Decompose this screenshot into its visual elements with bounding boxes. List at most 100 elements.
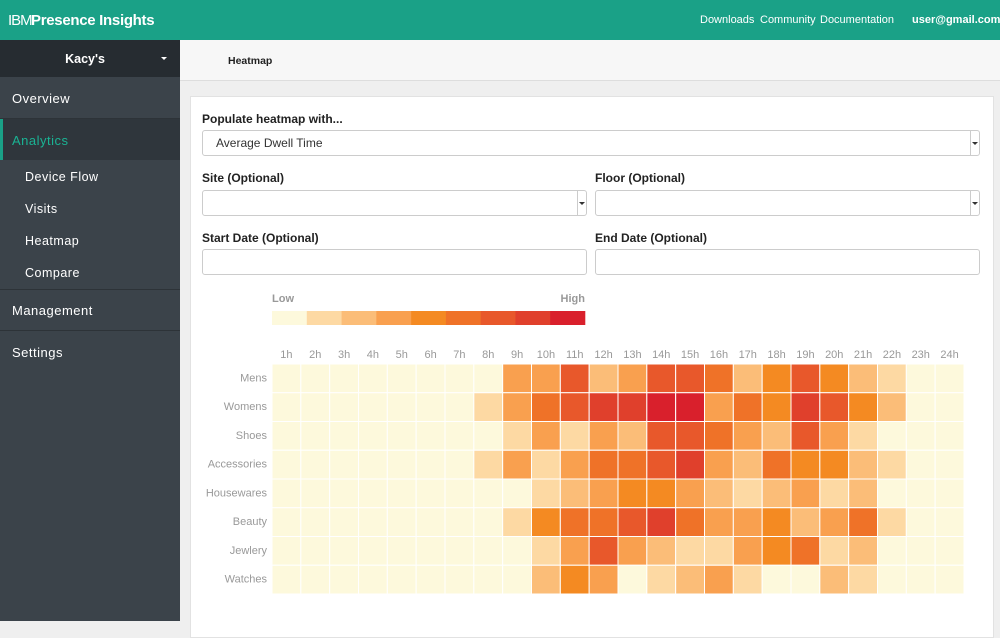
heatmap-cell: [271, 478, 302, 509]
x-tick-label: 1h: [280, 349, 292, 361]
separator: [0, 330, 180, 331]
y-tick-label: Accessories: [208, 459, 268, 471]
heatmap-cell: [790, 392, 821, 422]
x-tick-label: 13h: [623, 349, 641, 361]
heatmap-cell: [329, 363, 359, 394]
heatmap-cell: [790, 478, 821, 509]
heatmap-cell: [819, 449, 850, 480]
heatmap-cell: [704, 478, 734, 509]
x-tick-label: 8h: [482, 349, 494, 361]
nav-item[interactable]: Visits: [25, 202, 58, 216]
heatmap-cell: [617, 507, 648, 537]
x-tick-label: 18h: [767, 349, 785, 361]
heatmap-cell: [675, 392, 706, 422]
heatmap-cell: [646, 478, 677, 509]
heatmap-cell: [588, 478, 619, 509]
heatmap-cell: [502, 564, 532, 595]
heatmap-cell: [559, 363, 590, 394]
heatmap-cell: [848, 564, 879, 595]
input[interactable]: [202, 249, 587, 275]
y-tick-label: Housewares: [206, 487, 268, 499]
heatmap-cell: [848, 363, 879, 394]
nav-link[interactable]: Documentation: [820, 14, 894, 26]
nav-section[interactable]: Overview: [12, 91, 71, 106]
heatmap-cell: [617, 363, 648, 394]
y-tick-label: Beauty: [233, 516, 268, 528]
x-tick-label: 17h: [739, 349, 757, 361]
nav-section[interactable]: Settings: [12, 345, 63, 360]
separator: [0, 289, 180, 290]
heatmap-cell: [646, 507, 677, 537]
heatmap-cell: [588, 449, 619, 480]
heatmap-cell: [473, 478, 504, 509]
heatmap-cell: [473, 392, 504, 422]
x-tick-label: 12h: [594, 349, 612, 361]
input[interactable]: [595, 249, 980, 275]
heatmap-cell: [559, 536, 590, 566]
heatmap-cell: [300, 392, 331, 422]
y-tick-label: Jewlery: [230, 545, 268, 557]
heatmap-cell: [473, 507, 504, 537]
x-tick-label: 20h: [825, 349, 843, 361]
nav-item[interactable]: Compare: [25, 266, 80, 280]
nav-link[interactable]: Downloads: [700, 14, 755, 26]
heatmap-cell: [415, 392, 446, 422]
select[interactable]: [595, 190, 980, 216]
heatmap-cell: [905, 421, 936, 451]
x-tick-label: 9h: [511, 349, 523, 361]
heatmap-cell: [588, 507, 619, 537]
heatmap-cell: [848, 449, 879, 480]
heatmap-cell: [358, 507, 388, 537]
heatmap-cell: [934, 478, 965, 509]
heatmap-cell: [415, 536, 446, 566]
heatmap-cell: [761, 363, 792, 394]
y-tick-label: Watches: [225, 574, 268, 586]
heatmap-cell: [877, 507, 907, 537]
heatmap-cell: [358, 564, 388, 595]
heatmap-cell: [531, 507, 561, 537]
top-bar: IBM Presence Insights Downloads Communit…: [0, 0, 1000, 40]
select-arrow: [970, 131, 979, 155]
heatmap-cell: [329, 449, 359, 480]
heatmap-cell: [848, 421, 879, 451]
select[interactable]: Average Dwell Time: [202, 130, 980, 156]
heatmap-cell: [415, 363, 446, 394]
heatmap-cell: [386, 449, 417, 480]
heatmap-cell: [877, 449, 907, 480]
heatmap-cell: [502, 536, 532, 566]
heatmap-cell: [675, 536, 706, 566]
x-tick-label: 3h: [338, 349, 350, 361]
legend-swatch: [306, 311, 342, 325]
select[interactable]: [202, 190, 587, 216]
nav-item[interactable]: Heatmap: [25, 234, 80, 248]
heatmap-cell: [646, 449, 677, 480]
heatmap-cell: [761, 536, 792, 566]
brand[interactable]: Presence Insights: [31, 12, 155, 29]
user-menu[interactable]: user@gmail.com: [912, 14, 1000, 26]
active-indicator: [0, 119, 3, 160]
heatmap-cell: [271, 507, 302, 537]
heatmap-cell: [704, 363, 734, 394]
x-tick-label: 11h: [566, 349, 584, 361]
heatmap-cell: [877, 392, 907, 422]
heatmap-cell: [732, 564, 763, 595]
heatmap-cell: [761, 564, 792, 595]
heatmap-cell: [271, 449, 302, 480]
heatmap-cell: [877, 536, 907, 566]
heatmap-cell: [444, 564, 475, 595]
legend-swatch: [480, 311, 516, 325]
heatmap-cell: [502, 449, 532, 480]
nav-link[interactable]: Community: [760, 14, 816, 26]
nav-item[interactable]: Device Flow: [25, 170, 99, 184]
heatmap-cell: [732, 449, 763, 480]
active-section: [0, 119, 180, 160]
legend-swatch: [550, 311, 586, 325]
heatmap-cell: [675, 449, 706, 480]
site-select[interactable]: Kacy's: [0, 40, 180, 77]
nav-section[interactable]: Management: [12, 303, 93, 318]
dropdown-arrow: [161, 57, 167, 63]
nav-section[interactable]: Analytics: [12, 133, 69, 148]
site-name: Kacy's: [65, 52, 105, 66]
heatmap-cell: [531, 478, 561, 509]
heatmap-cell: [271, 536, 302, 566]
